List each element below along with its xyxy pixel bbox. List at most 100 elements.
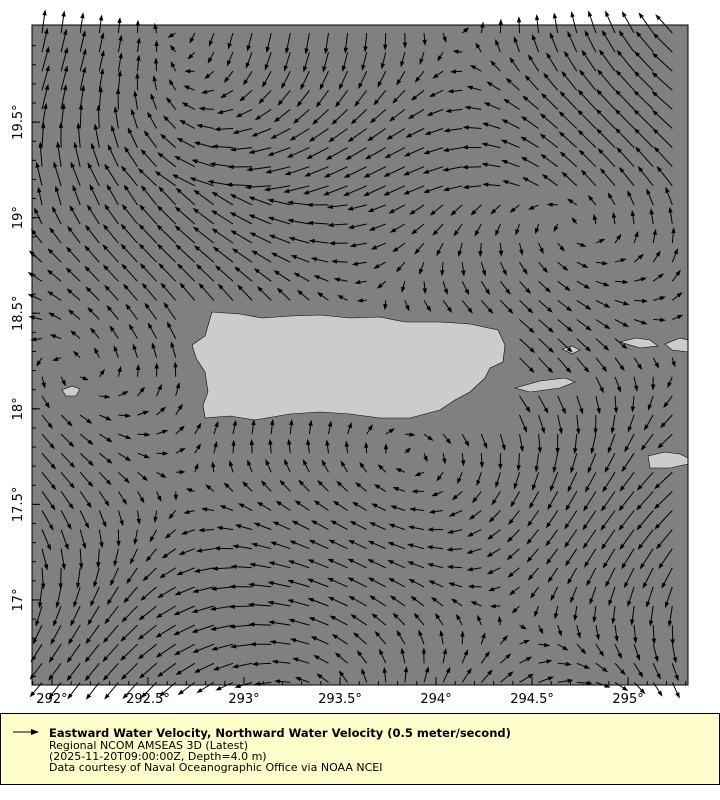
velocity-arrow [78, 103, 84, 129]
velocity-arrow [403, 185, 425, 195]
velocity-arrow [595, 319, 611, 330]
velocity-arrow [253, 522, 272, 531]
velocity-arrow [167, 32, 176, 38]
velocity-arrow [102, 244, 119, 263]
velocity-arrow [120, 643, 138, 661]
velocity-arrow [75, 567, 81, 589]
velocity-arrow [185, 488, 195, 493]
velocity-arrow [41, 433, 55, 450]
velocity-arrow [409, 204, 425, 215]
velocity-arrow [595, 338, 610, 351]
velocity-arrow [367, 559, 387, 569]
velocity-arrow [636, 471, 654, 491]
velocity-arrow [230, 564, 253, 569]
velocity-arrow [647, 395, 654, 411]
velocity-arrow [175, 425, 185, 435]
velocity-arrow [519, 395, 531, 413]
velocity-arrow [111, 125, 119, 148]
velocity-arrow [157, 662, 176, 678]
velocity-arrow [519, 261, 528, 275]
velocity-arrow [121, 204, 138, 225]
velocity-arrow [207, 51, 215, 64]
velocity-arrow [540, 153, 558, 168]
velocity-arrow [383, 443, 389, 454]
legend-title: Eastward Water Velocity, Northward Water… [49, 726, 511, 740]
velocity-arrow [363, 166, 387, 178]
velocity-arrow [461, 433, 470, 447]
velocity-arrow [486, 567, 501, 575]
velocity-arrow [605, 10, 616, 34]
velocity-arrow [558, 111, 578, 129]
velocity-arrow [571, 217, 578, 225]
velocity-arrow [538, 659, 553, 664]
velocity-arrow [231, 439, 236, 454]
velocity-arrow [153, 57, 159, 72]
velocity-arrow [486, 81, 501, 91]
velocity-arrow [173, 361, 178, 377]
velocity-arrow [359, 461, 368, 473]
velocity-arrow [633, 254, 644, 263]
velocity-arrow [595, 108, 616, 129]
velocity-arrow [246, 32, 253, 52]
velocity-arrow [60, 376, 67, 387]
velocity-arrow [579, 69, 597, 91]
velocity-arrow [557, 280, 571, 292]
velocity-arrow [120, 223, 138, 244]
velocity-arrow [174, 206, 196, 225]
velocity-arrow [79, 529, 87, 550]
velocity-arrow [173, 624, 196, 636]
velocity-arrow [286, 200, 310, 206]
velocity-arrow [498, 453, 503, 470]
velocity-arrow [461, 262, 466, 277]
velocity-arrow [595, 376, 604, 394]
velocity-arrow [201, 507, 214, 512]
velocity-arrow [138, 662, 157, 679]
velocity-arrow [215, 681, 234, 691]
velocity-arrow [520, 156, 539, 168]
velocity-arrow [47, 248, 62, 263]
velocity-arrow [73, 586, 81, 608]
velocity-arrow [307, 559, 329, 569]
velocity-arrow [76, 122, 81, 148]
velocity-arrow [482, 182, 501, 187]
y-tick-label: 19° [11, 206, 26, 229]
velocity-arrow [370, 242, 386, 250]
velocity-arrow [98, 510, 107, 528]
velocity-arrow [242, 481, 253, 492]
velocity-arrow [553, 605, 559, 620]
velocity-arrow [70, 161, 81, 186]
velocity-arrow [90, 586, 100, 607]
velocity-arrow [347, 128, 367, 143]
velocity-arrow [356, 298, 367, 303]
velocity-arrow [287, 218, 310, 225]
velocity-arrow [302, 458, 310, 473]
velocity-arrow [300, 70, 310, 90]
velocity-arrow [347, 204, 367, 211]
velocity-arrow [422, 281, 427, 295]
velocity-arrow [414, 471, 425, 476]
velocity-arrow [354, 90, 368, 107]
velocity-arrow [327, 577, 348, 588]
velocity-arrow [467, 584, 482, 589]
velocity-arrow [244, 184, 272, 190]
velocity-arrow [400, 51, 406, 68]
velocity-arrow [154, 362, 159, 377]
velocity-arrow [383, 166, 406, 177]
velocity-arrow [287, 579, 310, 588]
velocity-arrow [383, 300, 388, 311]
velocity-arrow [515, 223, 520, 236]
velocity-arrow [633, 644, 641, 661]
velocity-arrow [633, 70, 654, 91]
velocity-arrow [79, 471, 94, 488]
velocity-arrow [439, 629, 444, 645]
velocity-arrow [41, 64, 50, 91]
velocity-arrow [567, 472, 578, 493]
velocity-arrow [422, 166, 444, 174]
velocity-arrow [210, 586, 234, 591]
velocity-arrow [538, 280, 551, 293]
velocity-arrow [580, 169, 597, 187]
velocity-arrow [653, 296, 666, 301]
velocity-arrow [446, 564, 463, 570]
velocity-arrow [430, 596, 444, 607]
velocity-arrow [410, 89, 425, 101]
